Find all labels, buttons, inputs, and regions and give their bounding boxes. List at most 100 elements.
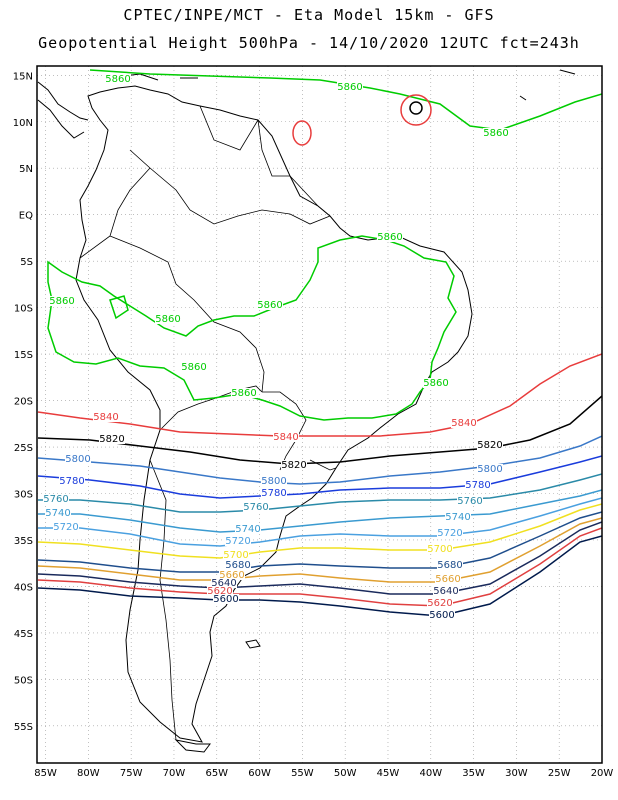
- contour-label-5760: 5760: [457, 496, 482, 507]
- contour-label-bg: [223, 550, 249, 560]
- falklands: [245, 639, 261, 649]
- contour-label-5860: 5860: [231, 388, 256, 399]
- contour-label-bg: [213, 594, 239, 604]
- contour-label-5660: 5660: [219, 570, 244, 581]
- contour-label-bg: [377, 232, 403, 242]
- contour-label-bg: [433, 586, 459, 596]
- lat-tick-label: 40S: [14, 582, 33, 593]
- contour-label-bg: [465, 480, 491, 490]
- contour-label-5740: 5740: [235, 524, 260, 535]
- contour-label-5840: 5840: [273, 432, 298, 443]
- contour-label-bg: [337, 82, 363, 92]
- contour-label-5700: 5700: [223, 550, 248, 561]
- contour-line-5600: [37, 535, 602, 617]
- contour-label-bg: [53, 522, 79, 532]
- contour-label-5600: 5600: [429, 610, 454, 621]
- contour-label-5820: 5820: [99, 434, 124, 445]
- contour-label-bg: [45, 508, 71, 518]
- contour-label-5860: 5860: [377, 232, 402, 243]
- contour-lines: [37, 69, 602, 617]
- map-frame: [36, 65, 603, 764]
- central-america-coast-2: [37, 99, 85, 139]
- lon-tick-label: 85W: [34, 768, 57, 779]
- contour-label-5640: 5640: [211, 578, 236, 589]
- contour-label-bg: [281, 460, 307, 470]
- contour-label-5860: 5860: [155, 314, 180, 325]
- contour-line-5640: [37, 521, 602, 595]
- contour-label-5860: 5860: [49, 296, 74, 307]
- lat-tick-label: 30S: [14, 489, 33, 500]
- lon-tick-label: 25W: [548, 768, 571, 779]
- south-america-coastline: [75, 85, 473, 743]
- contour-label-bg: [243, 502, 269, 512]
- contour-label-5620: 5620: [427, 598, 452, 609]
- high-outer-ring: [400, 94, 432, 126]
- high-inner-ring: [409, 101, 423, 115]
- lon-tick-label: 70W: [163, 768, 186, 779]
- contour-label-bg: [59, 476, 85, 486]
- contour-line-5800: [37, 435, 602, 485]
- contour-line-5720: [38, 497, 602, 547]
- contour-line-5760: [38, 473, 602, 513]
- contour-line-5700: [37, 503, 602, 559]
- contour-label-5780: 5780: [465, 480, 490, 491]
- contour-line-5840: [37, 353, 602, 437]
- contour-label-5680: 5680: [437, 560, 462, 571]
- contour-label-5860: 5860: [483, 128, 508, 139]
- contour-label-bg: [207, 586, 233, 596]
- contour-label-bg: [257, 300, 283, 310]
- contour-label-5640: 5640: [433, 586, 458, 597]
- contour-line-5620: [37, 527, 602, 607]
- latitude-tick-labels: 15N 10N 5N EQ 5S 10S 15S 20S 25S 30S 35S 40S 45S 50S 5…: [13, 71, 33, 733]
- contour-label-bg: [93, 412, 119, 422]
- contour-label-5720: 5720: [225, 536, 250, 547]
- lat-tick-label: 15S: [14, 350, 33, 361]
- map-subtitle: Geopotential Height 500hPa - 14/10/2020 …: [38, 34, 580, 52]
- contour-label-bg: [261, 488, 287, 498]
- lon-tick-label: 40W: [419, 768, 442, 779]
- lat-tick-label: 10S: [14, 304, 33, 315]
- contour-line-5680: [37, 511, 602, 573]
- contour-labels: 5860 5860 5860 5860 5860 5860 5860 5860 5860 5860…: [43, 74, 509, 621]
- contour-label-bg: [155, 314, 181, 324]
- contour-label-5720: 5720: [437, 528, 462, 539]
- contour-label-5600: 5600: [213, 594, 238, 605]
- contour-label-5740: 5740: [45, 508, 70, 519]
- contour-line-5780: [37, 455, 602, 499]
- contour-label-5800: 5800: [477, 464, 502, 475]
- contour-label-5820: 5820: [281, 460, 306, 471]
- contour-label-5660: 5660: [435, 574, 460, 585]
- lat-tick-label: EQ: [19, 211, 33, 222]
- contour-label-bg: [181, 362, 207, 372]
- contour-label-5620: 5620: [207, 586, 232, 597]
- lat-tick-label: 10N: [13, 118, 33, 129]
- contour-line-5740: [38, 489, 602, 533]
- lon-tick-label: 20W: [591, 768, 614, 779]
- lat-tick-label: 5N: [19, 164, 33, 175]
- contour-label-bg: [435, 574, 461, 584]
- contour-label-bg: [457, 496, 483, 506]
- contour-label-5780: 5780: [59, 476, 84, 487]
- lon-tick-label: 35W: [462, 768, 485, 779]
- contour-label-bg: [99, 434, 125, 444]
- contour-label-5760: 5760: [243, 502, 268, 513]
- lat-tick-label: 15N: [13, 71, 33, 82]
- contour-line-5660: [37, 517, 602, 583]
- contour-label-5860: 5860: [105, 74, 130, 85]
- contour-label-5800: 5800: [261, 476, 286, 487]
- contour-label-bg: [231, 388, 257, 398]
- contour-label-bg: [49, 296, 75, 306]
- contour-label-bg: [451, 418, 477, 428]
- contour-label-bg: [437, 560, 463, 570]
- contour-label-5840: 5840: [93, 412, 118, 423]
- contour-label-5700: 5700: [427, 544, 452, 555]
- lon-tick-label: 65W: [205, 768, 228, 779]
- contour-line-5860: [47, 235, 457, 421]
- contour-label-5860: 5860: [257, 300, 282, 311]
- longitude-tick-labels: 85W 80W 75W 70W 65W 60W 55W 50W 45W 40W 35W 30W 25W 2…: [34, 768, 613, 779]
- lon-tick-label: 75W: [120, 768, 143, 779]
- contour-label-bg: [427, 544, 453, 554]
- lon-tick-label: 60W: [248, 768, 271, 779]
- contour-label-5680: 5680: [225, 560, 250, 571]
